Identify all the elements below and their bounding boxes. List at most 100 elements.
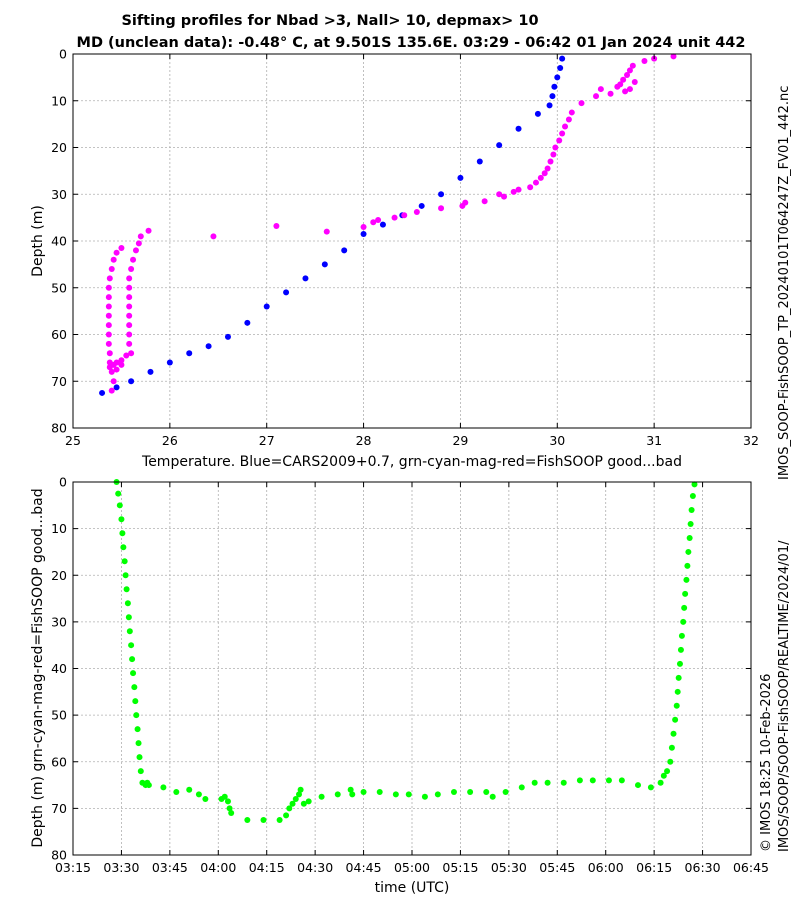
magenta-data-point (323, 228, 330, 235)
blue-data-point (302, 275, 309, 282)
y-tick-label: 0 (59, 47, 67, 62)
green-data-point (124, 600, 131, 607)
blue-data-point (113, 384, 120, 391)
magenta-data-point (108, 368, 115, 375)
green-data-point (292, 796, 299, 803)
magenta-data-point (626, 86, 633, 93)
bottom-plot-ticks: 03:15 03:30 03:45 04:00 04:15 04:30 04:45 05:00… (51, 475, 769, 876)
green-data-point (202, 796, 209, 803)
green-data-point (676, 660, 683, 667)
green-data-point (502, 789, 509, 796)
magenta-data-point (614, 83, 621, 90)
magenta-data-point (126, 284, 133, 291)
magenta-data-point (123, 352, 130, 359)
y-tick-label: 70 (51, 801, 67, 816)
magenta-data-point (126, 331, 133, 338)
green-data-point (221, 793, 228, 800)
blue-data-point (360, 230, 367, 237)
green-data-point (122, 572, 129, 579)
magenta-data-point (550, 151, 557, 158)
green-data-point (300, 800, 307, 807)
green-data-point (672, 716, 679, 723)
blue-data-point (166, 359, 173, 366)
green-data-point (318, 793, 325, 800)
green-data-point (334, 791, 341, 798)
x-tick-label: 30 (549, 433, 565, 448)
x-tick-label: 26 (162, 433, 178, 448)
magenta-data-point (624, 72, 631, 79)
x-tick-label: 28 (356, 433, 372, 448)
green-data-point (647, 784, 654, 791)
green-data-point (305, 798, 312, 805)
magenta-data-point (105, 284, 112, 291)
green-data-point (135, 740, 142, 747)
magenta-data-point (670, 53, 677, 60)
y-tick-label: 60 (51, 754, 67, 769)
magenta-data-point (118, 357, 125, 364)
magenta-data-point (510, 188, 517, 195)
green-data-point (518, 784, 525, 791)
x-tick-label: 05:45 (539, 860, 575, 875)
magenta-data-point (108, 266, 115, 273)
magenta-data-point (578, 100, 585, 107)
magenta-data-point (145, 227, 152, 234)
green-data-point (677, 646, 684, 653)
green-data-point (173, 789, 180, 796)
magenta-data-point (593, 93, 600, 100)
y-tick-label: 80 (51, 848, 67, 863)
green-data-point (226, 805, 233, 812)
green-data-point (376, 789, 383, 796)
blue-data-point (147, 368, 154, 375)
magenta-data-point (130, 256, 137, 263)
magenta-data-point (105, 312, 112, 319)
blue-data-point (263, 303, 270, 310)
green-data-point (678, 632, 685, 639)
x-tick-label: 06:00 (588, 860, 624, 875)
green-data-point (296, 791, 302, 798)
bottom-y-axis-label: Depth (m) grn-cyan-mag-red=FishSOOP good… (30, 488, 46, 847)
green-data-point (687, 520, 694, 527)
x-tick-label: 06:45 (733, 860, 769, 875)
green-data-point (297, 786, 304, 793)
y-tick-label: 50 (51, 280, 67, 295)
green-data-point (531, 779, 538, 786)
green-data-point (450, 789, 457, 796)
green-data-point (115, 490, 122, 497)
green-data-point (675, 674, 682, 681)
time-depth-plot: 03:15 03:30 03:45 04:00 04:15 04:30 04:45 05:00… (30, 475, 769, 897)
magenta-data-point (106, 275, 113, 282)
green-data-point (467, 789, 474, 796)
green-data-point (673, 702, 680, 709)
green-data-point (657, 779, 664, 786)
green-data-point (244, 817, 251, 824)
x-tick-label: 29 (452, 433, 468, 448)
magenta-data-point (631, 79, 638, 86)
magenta-data-point (210, 233, 217, 240)
blue-data-point (244, 319, 251, 326)
blue-data-point (283, 289, 290, 296)
magenta-data-point (105, 322, 112, 329)
magenta-data-point (641, 58, 648, 65)
blue-data-point (559, 55, 566, 62)
green-data-point (589, 777, 596, 784)
x-tick-label: 31 (646, 433, 662, 448)
green-data-point (116, 502, 123, 509)
green-data-point (544, 779, 551, 786)
x-tick-label: 04:15 (249, 860, 285, 875)
x-tick-label: 32 (743, 433, 759, 448)
magenta-data-point (541, 170, 548, 177)
bottom-plot-points (113, 479, 698, 824)
x-tick-label: 05:00 (394, 860, 430, 875)
magenta-data-point (110, 361, 117, 368)
blue-data-point (418, 202, 425, 209)
green-data-point (670, 730, 677, 737)
magenta-data-point (620, 76, 627, 83)
magenta-data-point (537, 174, 544, 181)
magenta-data-point (360, 223, 367, 230)
magenta-data-point (118, 245, 125, 252)
green-data-point (660, 772, 667, 779)
magenta-data-point (126, 312, 133, 319)
green-data-point (129, 656, 136, 663)
magenta-data-point (375, 216, 382, 223)
blue-data-point (99, 389, 106, 396)
